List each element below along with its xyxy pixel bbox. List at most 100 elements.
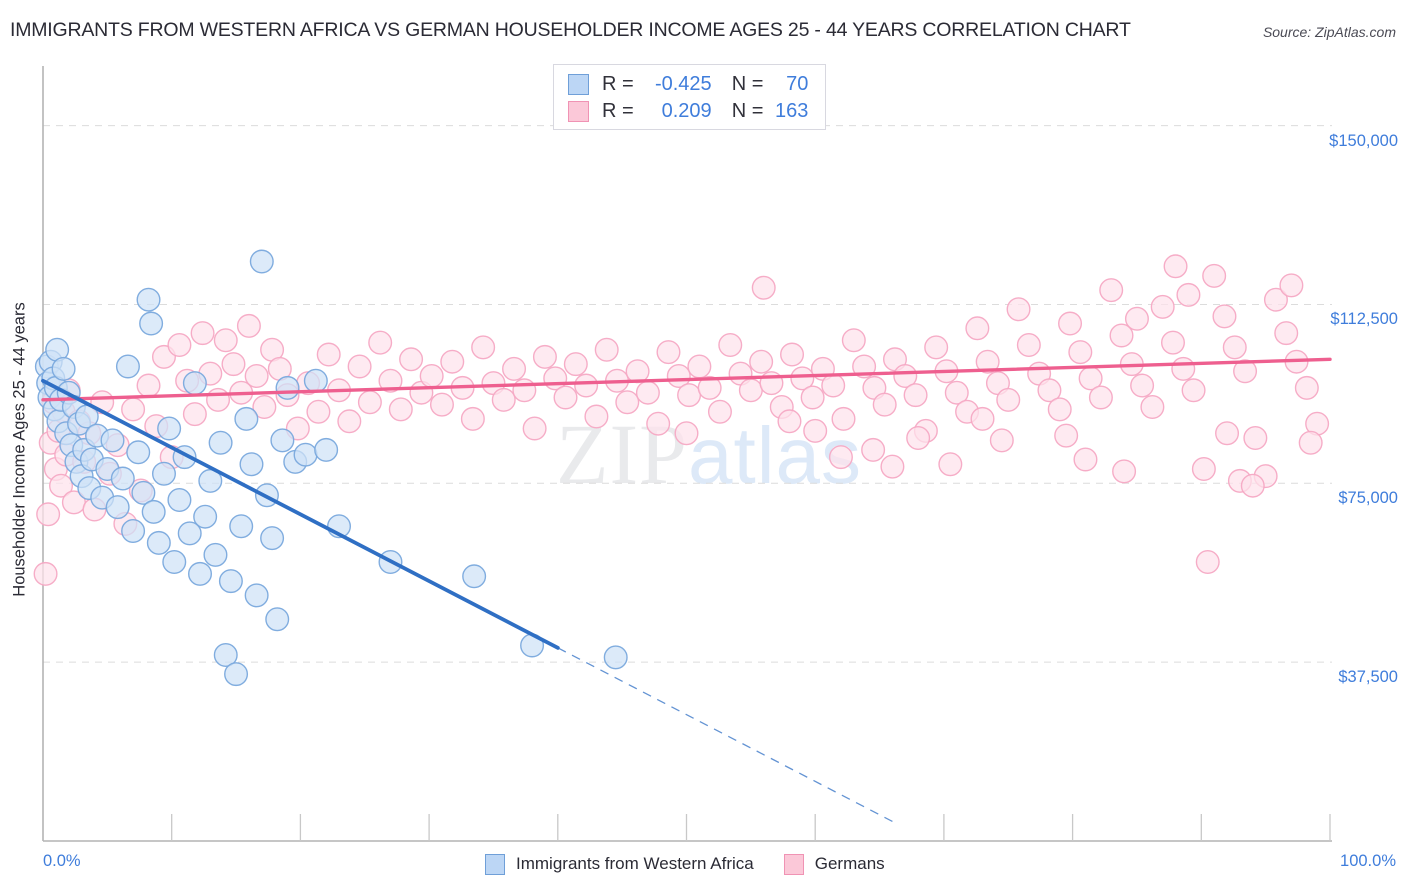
data-point xyxy=(471,335,496,360)
data-point xyxy=(221,352,246,377)
data-point xyxy=(121,519,146,544)
data-point xyxy=(105,495,130,520)
data-point xyxy=(1047,397,1072,422)
stats-r-label-2: R = xyxy=(602,99,634,122)
data-point xyxy=(512,378,537,403)
data-point xyxy=(213,328,238,353)
data-point xyxy=(208,430,233,455)
stats-r-value-1: -0.425 xyxy=(654,72,712,95)
data-point xyxy=(167,488,192,513)
data-point xyxy=(821,373,846,398)
data-point xyxy=(1171,356,1196,381)
data-point xyxy=(162,550,187,575)
data-point xyxy=(635,380,660,405)
data-point xyxy=(584,404,609,429)
data-point xyxy=(563,352,588,377)
data-point xyxy=(234,406,259,431)
data-point xyxy=(718,333,743,358)
data-point xyxy=(167,333,192,358)
data-point xyxy=(674,421,699,446)
data-point xyxy=(1212,304,1237,329)
germans-points xyxy=(33,254,1330,586)
stats-n-value-2: 163 xyxy=(775,99,809,122)
data-point xyxy=(368,330,393,355)
data-point xyxy=(1006,297,1031,322)
data-point xyxy=(33,561,58,586)
legend-swatch-pink xyxy=(783,853,804,875)
data-point xyxy=(553,385,578,410)
data-point xyxy=(378,368,403,393)
data-point xyxy=(1240,473,1265,498)
data-point xyxy=(1160,330,1185,355)
data-point xyxy=(656,340,681,365)
data-point xyxy=(522,416,547,441)
data-point xyxy=(1181,378,1206,403)
data-point xyxy=(707,399,732,424)
data-point xyxy=(697,375,722,400)
legend-swatch-blue xyxy=(485,853,505,875)
data-point xyxy=(1233,359,1258,384)
data-point xyxy=(677,383,702,408)
data-point xyxy=(1099,278,1124,303)
data-point xyxy=(213,643,238,668)
data-point xyxy=(1279,273,1304,298)
data-point xyxy=(1037,378,1062,403)
data-point xyxy=(193,504,218,529)
data-point xyxy=(1109,323,1134,348)
data-point xyxy=(260,526,285,551)
data-point xyxy=(190,321,215,346)
data-point xyxy=(244,583,269,608)
data-point xyxy=(306,399,331,424)
data-point xyxy=(357,390,382,415)
legend-item-germans[interactable]: Germans xyxy=(783,853,885,875)
data-point xyxy=(131,480,156,505)
data-point xyxy=(970,406,995,431)
data-point xyxy=(1112,459,1137,484)
data-point xyxy=(1058,311,1083,336)
legend-label-immigrants: Immigrants from Western Africa xyxy=(516,854,754,873)
immigrants-points xyxy=(34,249,628,687)
data-point xyxy=(532,344,557,369)
legend-item-immigrants[interactable]: Immigrants from Western Africa xyxy=(485,853,754,875)
stats-r-label-1: R = xyxy=(602,72,634,95)
data-point xyxy=(1073,447,1098,472)
stats-n-label-1: N = xyxy=(731,72,764,95)
data-point xyxy=(502,356,527,381)
data-point xyxy=(1176,282,1201,307)
data-point xyxy=(1222,335,1247,360)
data-point xyxy=(270,428,295,453)
data-point xyxy=(115,354,140,379)
data-point xyxy=(574,373,599,398)
data-point xyxy=(828,445,853,470)
data-point xyxy=(1298,430,1323,455)
data-point xyxy=(314,437,339,462)
source-attribution: Source: ZipAtlas.com xyxy=(1262,24,1396,40)
stats-swatch-blue xyxy=(568,73,589,95)
data-point xyxy=(218,569,243,594)
data-point xyxy=(249,249,274,274)
data-point xyxy=(687,354,712,379)
trendline-immigrants xyxy=(41,378,560,650)
data-point xyxy=(399,347,424,372)
data-point xyxy=(316,342,341,367)
y-axis-tick-1: $112,500 xyxy=(1330,310,1398,329)
stats-row-immigrants: R = -0.425 N = 70 xyxy=(568,70,808,98)
y-axis-tick-2: $75,000 xyxy=(1338,489,1398,508)
x-axis-ticks xyxy=(171,814,1331,841)
data-point xyxy=(1140,395,1165,420)
data-point xyxy=(244,364,269,389)
trendline-germans xyxy=(41,357,1332,402)
data-point xyxy=(275,375,300,400)
data-point xyxy=(603,645,628,670)
data-point xyxy=(861,437,886,462)
data-point xyxy=(462,564,487,589)
data-point xyxy=(224,662,249,687)
data-point xyxy=(419,364,444,389)
data-point xyxy=(229,514,254,539)
x-axis-tick-min: 0.0% xyxy=(43,852,81,870)
data-point xyxy=(1163,254,1188,279)
trendline-immigrants-extrapolated xyxy=(557,647,893,823)
data-point xyxy=(49,473,74,498)
